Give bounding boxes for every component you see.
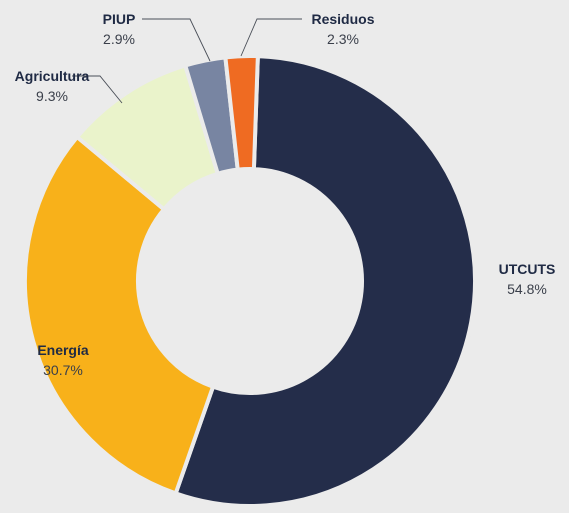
label-value-piup: 2.9% — [103, 31, 135, 47]
leader-line-agricultura — [72, 75, 123, 104]
label-name-residuos: Residuos — [311, 11, 374, 27]
donut-hole — [138, 169, 362, 393]
label-value-residuos: 2.3% — [327, 31, 359, 47]
leader-line-piup — [142, 18, 211, 62]
label-name-piup: PIUP — [103, 11, 136, 27]
label-name-energia: Energía — [37, 342, 89, 358]
slice-energia — [23, 134, 216, 496]
label-name-agricultura: Agricultura — [15, 68, 90, 84]
label-value-agricultura: 9.3% — [36, 88, 68, 104]
leader-line-residuos — [240, 18, 302, 57]
label-value-utcuts: 54.8% — [507, 281, 547, 297]
label-value-energia: 30.7% — [43, 362, 83, 378]
donut-slices — [23, 54, 477, 508]
label-name-utcuts: UTCUTS — [499, 261, 556, 277]
